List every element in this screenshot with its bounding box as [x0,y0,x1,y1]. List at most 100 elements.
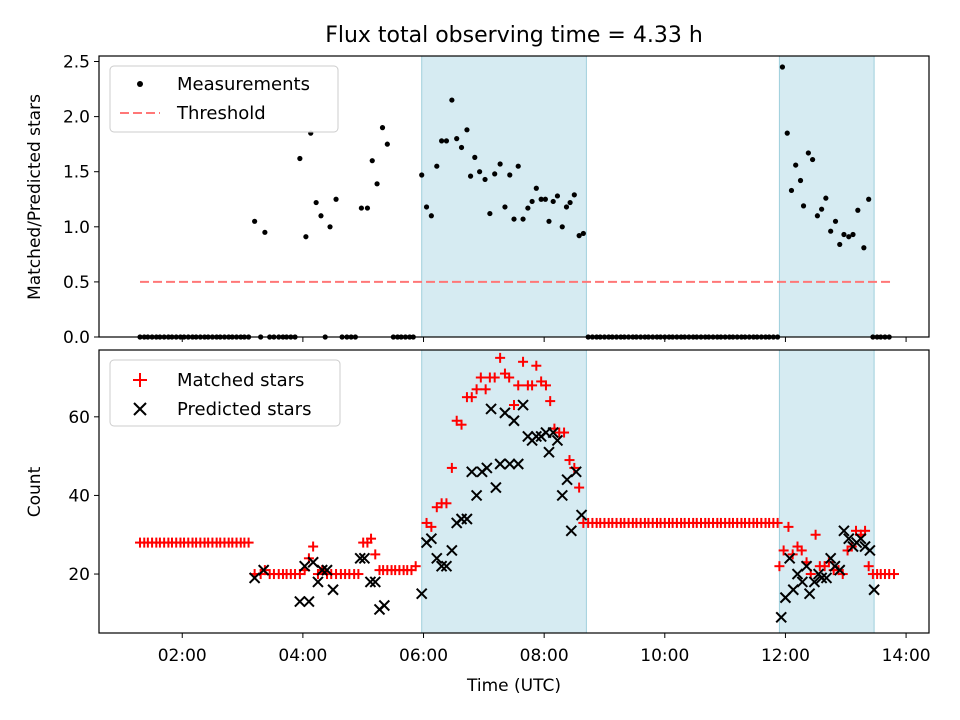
x-tick-label: 02:00 [158,646,207,666]
predicted-star-point [800,560,813,572]
bottom-y-ticks: 20 40 60 [68,408,99,585]
y-tick-label: 40 [68,486,90,506]
predicted-star-point [547,426,559,439]
matched-star-point [504,372,515,383]
measurement-point [571,192,577,198]
measurement-point [419,172,425,178]
predicted-star-point [499,407,511,419]
measurement-point [520,216,526,222]
legend-measurements-marker [137,81,143,87]
measurement-point [546,218,552,224]
measurement-point [576,233,582,239]
x-tick-label: 10:00 [640,646,689,666]
measurement-point [511,216,517,222]
measurement-point [793,162,799,168]
matched-star-point [446,462,457,473]
predicted-star-point [843,532,855,545]
matched-star-point [353,569,364,580]
matched-star-point [475,372,486,383]
measurement-point [477,169,483,175]
measurement-point [550,198,556,205]
matched-star-point [545,396,556,407]
matched-stars-series [135,352,900,580]
predicted-star-point [820,572,833,584]
predicted-star-point [824,552,837,565]
y-tick-label: 60 [68,408,90,428]
measurement-point [837,241,843,248]
predicted-star-point [316,564,328,576]
legend-predicted-label: Predicted stars [177,399,311,420]
legend-threshold-label: Threshold [176,103,266,124]
predicted-star-point [787,584,799,596]
x-tick-label: 08:00 [520,646,569,666]
predicted-star-point [248,572,261,584]
matched-star-point [480,384,491,395]
matched-star-point [783,521,794,532]
measurement-point [866,196,872,202]
measurement-point [525,205,531,211]
y-tick-label: 2.5 [63,53,90,73]
predicted-star-point [561,474,573,486]
measurement-point [850,231,856,238]
predicted-star-point [504,458,516,470]
predicted-star-point [834,564,846,576]
predicted-star-point [570,466,582,478]
measurement-point [567,199,573,206]
measurement-point [364,205,371,211]
measurement-point [313,199,319,206]
y-tick-label: 20 [68,565,90,585]
measurement-point [327,224,333,230]
x-tick-label: 04:00 [278,646,327,666]
predicted-star-point [416,587,428,600]
measurement-point [538,196,544,202]
measurement-point [262,229,268,235]
predicted-star-point [494,458,506,470]
top-y-axis-label: Matched/Predicted stars [25,94,45,300]
predicted-stars-series [248,399,880,623]
predicted-star-point [803,587,816,600]
y-tick-label: 0.0 [63,328,90,348]
matched-star-point [774,561,785,572]
measurement-point [797,177,804,184]
measurement-point [487,210,493,217]
predicted-star-point [543,446,555,458]
predicted-star-point [838,525,850,537]
bottom-legend-box [109,359,341,427]
measurement-point [374,181,380,187]
measurement-point [454,136,460,142]
measurement-point [482,176,488,183]
predicted-star-point [294,595,306,608]
bottom-x-ticks: 02:00 04:00 06:00 08:00 10:00 12:00 14:00 [158,633,931,666]
predicted-star-point [298,560,311,572]
matched-star-point [810,529,821,540]
predicted-star-point [791,568,804,580]
measurement-point [303,234,309,240]
measurement-point [841,231,847,238]
y-tick-label: 0.5 [63,273,90,293]
predicted-star-point [864,544,876,557]
predicted-star-point [481,462,493,474]
measurement-point [384,141,390,147]
measurement-point [252,218,258,224]
predicted-star-point [530,430,543,443]
top-y-ticks: 0.0 0.5 1.0 1.5 2.0 2.5 [63,53,99,348]
matched-star-point [889,569,900,580]
x-tick-label: 14:00 [882,646,931,666]
measurement-point [515,163,521,169]
measurement-point [464,127,470,133]
matched-star-point [489,372,500,383]
matched-star-point [366,533,377,544]
predicted-star-point [508,415,520,427]
y-tick-label: 1.0 [63,218,90,238]
shaded-span-0 [421,349,587,634]
predicted-star-point [512,458,524,470]
matched-star-point [243,537,254,548]
measurement-point [559,224,565,230]
matched-star-point [410,561,421,572]
top-x-ticks [181,337,907,342]
predicted-star-point [307,556,319,568]
predicted-star-point [378,599,391,612]
matched-star-point [564,455,575,466]
predicted-star-point [815,572,828,584]
predicted-star-point [868,584,880,596]
